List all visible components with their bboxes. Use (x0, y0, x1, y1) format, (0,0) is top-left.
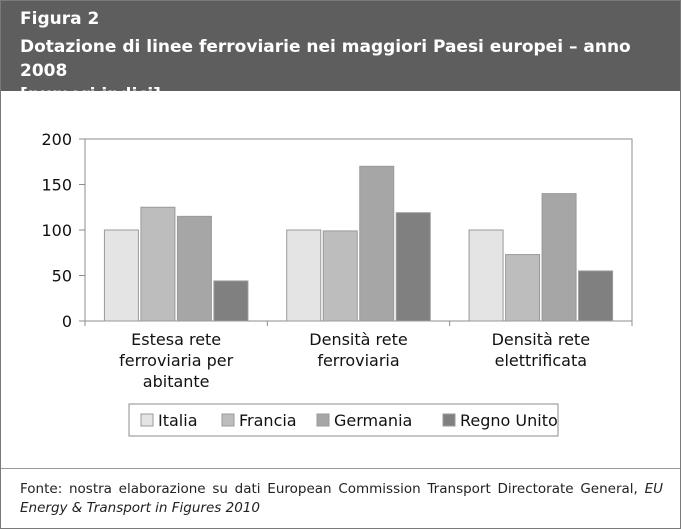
figure-title-line-2: [numeri indici] (20, 85, 161, 105)
legend-box (128, 403, 559, 437)
bar-regno-unito (578, 270, 614, 322)
legend-label: Francia (239, 411, 297, 430)
bar-germania (176, 215, 212, 322)
y-tick-label: 150 (41, 176, 72, 195)
bar-francia (322, 230, 358, 322)
legend-swatch (442, 413, 456, 427)
bar-germania (541, 193, 577, 322)
x-category-label-line: elettrificata (495, 351, 587, 370)
figure-header: Figura 2 Dotazione di linee ferroviarie … (1, 1, 680, 105)
legend-swatch (316, 413, 330, 427)
y-tick-label: 200 (41, 130, 72, 149)
x-category-label-line: Densità rete (492, 330, 590, 349)
x-category-label-line: Estesa rete (131, 330, 221, 349)
bar-italia (468, 229, 504, 322)
x-category-label-line: abitante (143, 372, 210, 391)
bar-italia (286, 229, 322, 322)
y-tick-label: 100 (41, 221, 72, 240)
bar-regno-unito (395, 212, 431, 322)
x-category-label: Densità rete ferroviaria (309, 330, 407, 370)
source-note: Fonte: nostra elaborazione su dati Europ… (20, 480, 663, 518)
legend-label: Germania (334, 411, 412, 430)
source-prefix: Fonte: nostra elaborazione su dati Europ… (20, 481, 645, 497)
figure-title: Dotazione di linee ferroviarie nei maggi… (20, 35, 670, 107)
y-tick-label: 50 (52, 267, 72, 286)
source-publication: EU Energy & Transport in Figures 2010 (20, 481, 663, 516)
footer-divider (1, 468, 680, 469)
figure-label: Figura 2 (20, 9, 100, 29)
legend-swatch (221, 413, 235, 427)
bar-francia (140, 206, 176, 322)
x-category-label-line: ferroviaria (317, 351, 399, 370)
bar-chart: 0 50 100 150 200 Estesa rete ferroviaria per a… (41, 130, 633, 437)
y-tick-label: 0 (62, 312, 72, 331)
figure-title-line-1: Dotazione di linee ferroviarie nei maggi… (20, 37, 631, 81)
legend-label: Italia (158, 411, 198, 430)
x-category-label: Estesa rete ferroviaria per abitante (119, 330, 233, 391)
bar-italia (103, 229, 139, 322)
x-category-label-line: Densità rete (309, 330, 407, 349)
legend-label: Regno Unito (460, 411, 558, 430)
bar-germania (359, 165, 395, 322)
x-category-label-line: ferroviaria per (119, 351, 233, 370)
x-category-label: Densità rete elettrificata (492, 330, 590, 370)
legend-swatch (140, 413, 154, 427)
bar-regno-unito (213, 280, 249, 322)
bar-francia (505, 254, 541, 322)
